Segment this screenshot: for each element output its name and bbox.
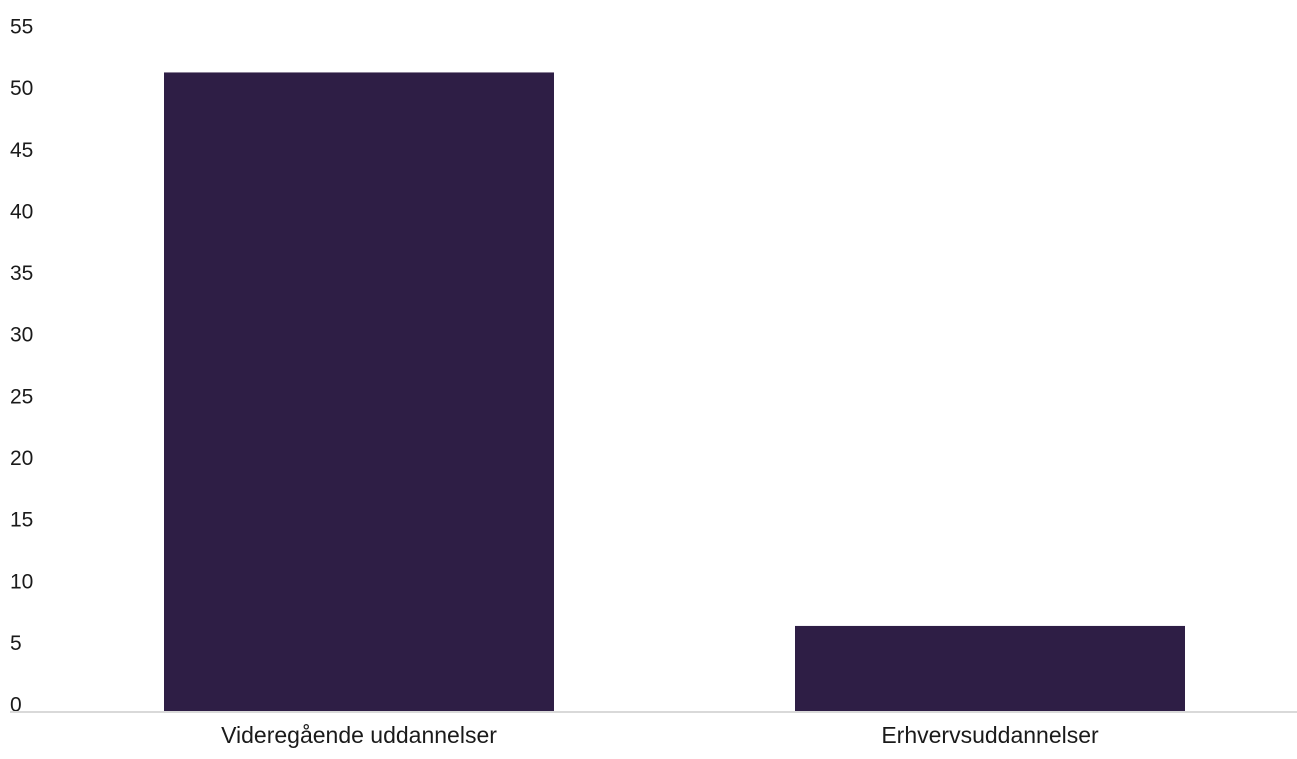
y-tick-label: 10 [10, 570, 33, 593]
bar [164, 72, 554, 712]
y-tick-label: 5 [10, 632, 22, 655]
y-axis-ticks: 0 5 10 15 20 25 30 35 40 45 50 55 [10, 16, 33, 717]
x-tick-label: Videregående uddannelser [221, 722, 497, 748]
y-tick-label: 20 [10, 447, 33, 470]
y-tick-label: 30 [10, 324, 33, 347]
y-tick-label: 25 [10, 385, 33, 408]
y-tick-label: 35 [10, 262, 33, 285]
bar [795, 625, 1185, 711]
y-tick-label: 50 [10, 77, 33, 100]
y-tick-label: 40 [10, 200, 33, 223]
y-tick-label: 45 [10, 139, 33, 162]
x-tick-label: Erhvervsuddannelser [881, 722, 1099, 748]
y-tick-label: 15 [10, 509, 33, 532]
bar-series [164, 72, 1185, 712]
y-tick-label: 55 [10, 16, 33, 39]
x-axis-labels: Videregående uddannelser Erhvervsuddannel… [221, 722, 1099, 748]
y-tick-label: 0 [10, 694, 22, 717]
